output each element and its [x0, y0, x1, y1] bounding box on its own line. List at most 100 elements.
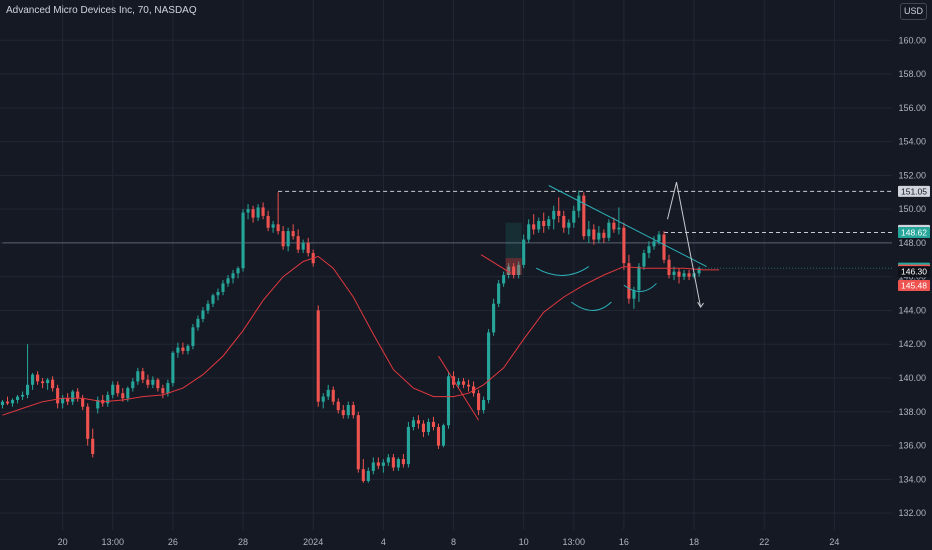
- candle-body[interactable]: [687, 273, 691, 277]
- candle-body[interactable]: [236, 268, 240, 274]
- candle-body[interactable]: [577, 195, 581, 211]
- candle-body[interactable]: [697, 268, 701, 274]
- candle-body[interactable]: [336, 401, 340, 411]
- candle-body[interactable]: [637, 266, 641, 291]
- candle-body[interactable]: [627, 263, 631, 299]
- candle-body[interactable]: [441, 425, 446, 446]
- candle-body[interactable]: [96, 399, 100, 409]
- candle-body[interactable]: [416, 420, 420, 424]
- candle-body[interactable]: [251, 209, 255, 218]
- candle-body[interactable]: [66, 398, 70, 402]
- candle-body[interactable]: [106, 394, 110, 404]
- projection-path[interactable]: [667, 182, 702, 308]
- candle-body[interactable]: [446, 376, 451, 426]
- candle-body[interactable]: [562, 215, 566, 228]
- candle-body[interactable]: [507, 266, 511, 275]
- candle-body[interactable]: [642, 253, 646, 267]
- candle-body[interactable]: [316, 310, 320, 402]
- candle-body[interactable]: [542, 220, 546, 227]
- candle-body[interactable]: [81, 398, 85, 407]
- candle-body[interactable]: [667, 259, 671, 275]
- shoulder-arc[interactable]: [623, 283, 657, 292]
- price-tag[interactable]: [898, 226, 930, 238]
- candle-body[interactable]: [682, 273, 686, 277]
- candle-body[interactable]: [216, 291, 220, 296]
- candle-body[interactable]: [176, 347, 180, 353]
- candle-body[interactable]: [171, 352, 175, 384]
- candle-body[interactable]: [436, 426, 441, 446]
- candle-body[interactable]: [56, 388, 60, 404]
- candle-body[interactable]: [5, 401, 10, 404]
- candle-body[interactable]: [557, 210, 561, 216]
- candle-body[interactable]: [286, 231, 290, 247]
- candle-body[interactable]: [652, 241, 656, 247]
- candle-body[interactable]: [657, 234, 661, 242]
- candle-body[interactable]: [366, 470, 370, 482]
- candle-body[interactable]: [396, 459, 400, 468]
- candle-body[interactable]: [271, 224, 275, 228]
- candle-body[interactable]: [477, 393, 481, 411]
- candle-body[interactable]: [166, 383, 170, 394]
- candle-body[interactable]: [632, 290, 636, 299]
- price-tag[interactable]: [898, 266, 930, 278]
- price-tag[interactable]: [898, 279, 930, 291]
- candle-body[interactable]: [672, 271, 676, 275]
- currency-button[interactable]: USD: [900, 3, 927, 20]
- candle-body[interactable]: [677, 271, 681, 277]
- trend-line-red[interactable]: [438, 355, 479, 421]
- candle-body[interactable]: [76, 391, 80, 399]
- candle-body[interactable]: [71, 391, 75, 402]
- candle-body[interactable]: [331, 389, 335, 402]
- candle-body[interactable]: [186, 345, 190, 351]
- candle-body[interactable]: [10, 399, 15, 404]
- candle-body[interactable]: [151, 379, 155, 385]
- candle-body[interactable]: [221, 283, 225, 292]
- candle-body[interactable]: [386, 457, 390, 463]
- candle-body[interactable]: [587, 229, 591, 237]
- candle-body[interactable]: [246, 209, 250, 213]
- candle-body[interactable]: [196, 318, 200, 328]
- candle-body[interactable]: [41, 381, 45, 384]
- candle-body[interactable]: [261, 207, 265, 216]
- candle-body[interactable]: [276, 224, 280, 232]
- candle-body[interactable]: [426, 421, 431, 433]
- candle-body[interactable]: [86, 406, 90, 439]
- candle-body[interactable]: [156, 379, 160, 389]
- candle-body[interactable]: [20, 394, 25, 397]
- candle-body[interactable]: [662, 234, 666, 260]
- candle-body[interactable]: [431, 421, 436, 427]
- candle-body[interactable]: [136, 371, 140, 382]
- candle-body[interactable]: [602, 232, 606, 238]
- candle-body[interactable]: [356, 415, 360, 470]
- candle-body[interactable]: [296, 236, 300, 250]
- candle-body[interactable]: [497, 283, 501, 304]
- candle-body[interactable]: [211, 295, 215, 304]
- position-stop-zone[interactable]: [505, 258, 522, 275]
- candle-body[interactable]: [371, 462, 375, 471]
- candle-body[interactable]: [527, 224, 531, 240]
- candle-body[interactable]: [612, 222, 616, 230]
- candle-body[interactable]: [226, 278, 230, 284]
- candle-body[interactable]: [461, 381, 466, 385]
- candle-body[interactable]: [61, 398, 65, 404]
- candle-body[interactable]: [181, 347, 185, 351]
- candle-body[interactable]: [51, 379, 55, 389]
- candle-body[interactable]: [256, 207, 260, 218]
- moving-average-line[interactable]: [2, 255, 720, 416]
- candle-body[interactable]: [617, 227, 621, 230]
- candle-body[interactable]: [111, 384, 115, 395]
- candle-body[interactable]: [517, 264, 521, 275]
- candle-body[interactable]: [537, 220, 541, 230]
- candle-body[interactable]: [346, 405, 350, 416]
- candle-body[interactable]: [401, 459, 405, 465]
- candle-body[interactable]: [567, 222, 571, 228]
- candle-body[interactable]: [31, 374, 35, 385]
- candle-body[interactable]: [487, 332, 491, 400]
- candle-body[interactable]: [191, 327, 195, 346]
- candle-body[interactable]: [126, 388, 130, 399]
- candle-body[interactable]: [391, 457, 395, 468]
- candle-body[interactable]: [36, 374, 40, 382]
- candle-body[interactable]: [512, 266, 516, 275]
- candle-body[interactable]: [326, 389, 330, 397]
